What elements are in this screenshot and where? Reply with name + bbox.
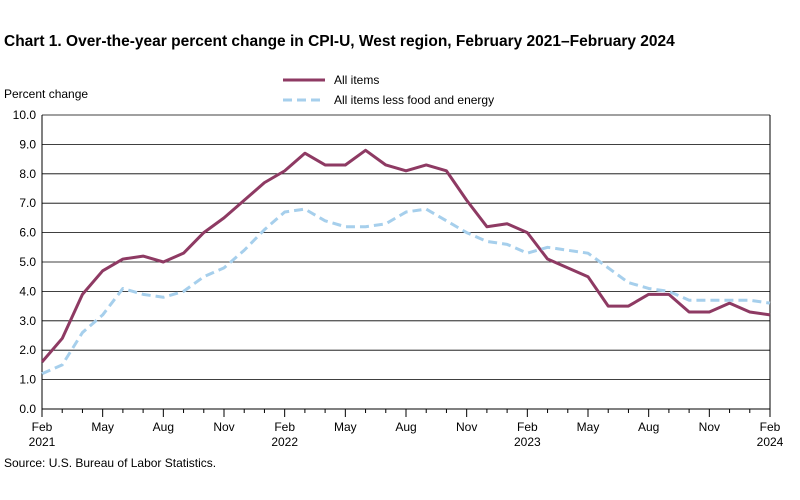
y-tick-label: 2.0 — [19, 343, 36, 357]
y-tick-label: 1.0 — [19, 373, 36, 387]
y-tick-label: 10.0 — [13, 108, 37, 122]
y-tick-label: 6.0 — [19, 226, 36, 240]
y-axis-label: Percent change — [4, 87, 88, 101]
x-tick-label: May — [334, 420, 357, 434]
source-note: Source: U.S. Bureau of Labor Statistics. — [4, 456, 216, 470]
y-tick-label: 7.0 — [19, 196, 36, 210]
x-tick-label: Aug — [153, 420, 174, 434]
y-tick-label: 8.0 — [19, 167, 36, 181]
legend-label: All items — [334, 73, 379, 87]
x-tick-label: Nov — [699, 420, 720, 434]
chart-title: Chart 1. Over-the-year percent change in… — [4, 33, 675, 50]
series-line — [40, 148, 771, 363]
x-tick-label: Aug — [638, 420, 659, 434]
series-line — [41, 207, 771, 376]
legend-label: All items less food and energy — [334, 93, 494, 107]
x-tick-label: Aug — [395, 420, 416, 434]
x-tick-label: Feb 2023 — [514, 420, 541, 449]
x-tick-label: Feb 2024 — [757, 420, 784, 449]
x-tick-label: Nov — [456, 420, 477, 434]
y-tick-label: 3.0 — [19, 314, 36, 328]
x-tick-label: Nov — [213, 420, 234, 434]
y-tick-label: 5.0 — [19, 255, 36, 269]
x-tick-label: May — [91, 420, 114, 434]
y-tick-label: 4.0 — [19, 284, 36, 298]
x-tick-label: May — [577, 420, 600, 434]
y-tick-label: 9.0 — [19, 137, 36, 151]
y-tick-label: 0.0 — [19, 402, 36, 416]
x-tick-label: Feb 2022 — [271, 420, 298, 449]
x-tick-label: Feb 2021 — [29, 420, 56, 449]
